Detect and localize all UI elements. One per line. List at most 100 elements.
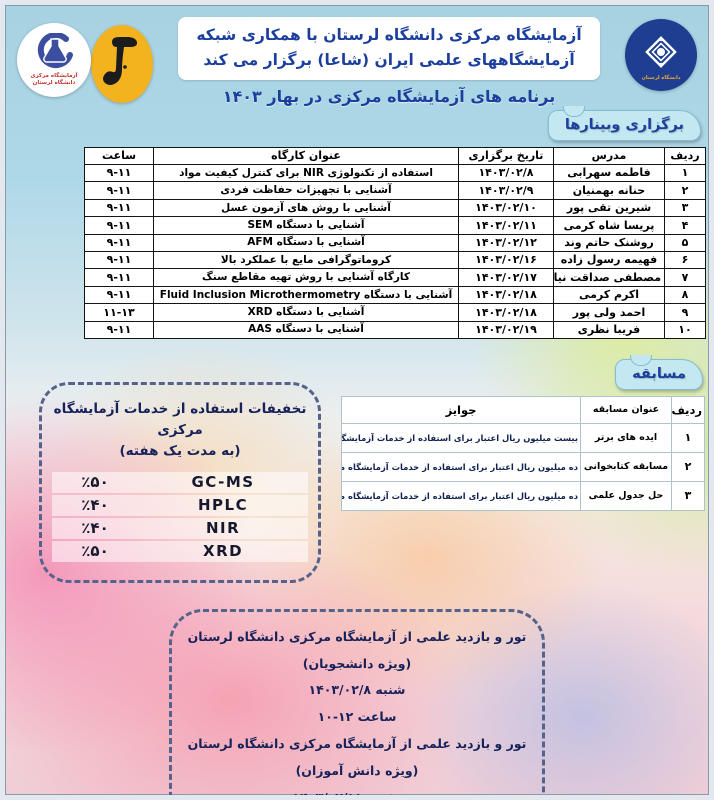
competition-table: ردیف عنوان مسابقه جوایز ۱ ایده های برتر بی… xyxy=(341,395,705,511)
webinars-table-body: ۱ فاطمه سهرابی ۱۴۰۳/۰۲/۸ استفاده از تکنولوژ… xyxy=(84,163,706,339)
discounts-title-line2: (به مدت یک هفته) xyxy=(119,442,241,459)
discount-service: HPLC xyxy=(197,496,249,515)
time: ۹-۱۱ xyxy=(84,163,154,183)
column-header-instructor: مدرس xyxy=(553,146,665,165)
webinar-row: ۲ حنانه بهمنیان ۱۴۰۳/۰۲/۹ آشنایی با تجهیزات… xyxy=(84,181,706,200)
webinar-row: ۷ مصطفی صداقت نیا ۱۴۰۳/۰۲/۱۷ کارگاه آشنایی … xyxy=(84,268,706,287)
university-logo-caption: دانشگاه لرستان xyxy=(641,74,681,81)
discount-percent: ٪۵۰ xyxy=(81,473,109,492)
instructor: مصطفی صداقت نیا xyxy=(553,268,665,287)
column-header-date: تاریخ برگزاری xyxy=(458,146,554,165)
date: ۱۴۰۳/۰۲/۱۸ xyxy=(458,303,554,322)
discount-service: GC-MS xyxy=(191,473,255,492)
discount-service: XRD xyxy=(203,542,244,561)
header: دانشگاه لرستان آزمایشگاه مرکزی دانشگاه ل… xyxy=(5,5,709,106)
webinars-header-row: ردیف مدرس تاریخ برگزاری عنوان کارگاه ساع… xyxy=(84,146,706,165)
date: ۱۴۰۳/۰۲/۱۰ xyxy=(458,198,554,218)
middle-band: مسابقه ردیف عنوان مسابقه جوایز ۱ ایده های… xyxy=(5,354,709,583)
instructor: روشنک حاتم وند xyxy=(553,233,665,252)
workshop-title: آشنایی با روش های آزمون عسل xyxy=(153,198,459,218)
column-header-row-number: ردیف xyxy=(671,395,705,424)
competition-prize: ده میلیون ریال اعتبار برای استفاده از خد… xyxy=(341,451,581,482)
webinar-row: ۸ اکرم کرمی ۱۴۰۳/۰۲/۱۸ آشنایی با دستگاه Flu… xyxy=(84,285,706,305)
time: ۱۱-۱۳ xyxy=(84,303,154,322)
time: ۹-۱۱ xyxy=(84,198,154,218)
discount-rows: ٪۵۰ GC-MS ٪۴۰ HPLC ٪۴۰ NIR ٪۵۰ XRD xyxy=(52,471,309,562)
column-header-competition-title: عنوان مسابقه xyxy=(580,395,672,424)
discount-row: ٪۴۰ NIR xyxy=(52,517,309,539)
instructor: حنانه بهمنیان xyxy=(553,181,665,200)
workshop-title: کارگاه آشنایی با روش تهیه مقاطع سنگ xyxy=(153,268,459,287)
row-number: ۹ xyxy=(664,303,706,322)
webinar-row: ۹ احمد ولی پور ۱۴۰۳/۰۲/۱۸ آشنایی با دستگاه … xyxy=(84,303,706,322)
instructor: فاطمه سهرابی xyxy=(553,163,665,183)
discount-service: NIR xyxy=(205,519,241,538)
flask-icon xyxy=(37,32,73,68)
competition-table-body: ۱ ایده های برتر بیست میلیون ریال اعتبار بر… xyxy=(341,422,705,511)
date: ۱۴۰۳/۰۲/۱۲ xyxy=(458,233,554,252)
webinars-table-header: ردیف مدرس تاریخ برگزاری عنوان کارگاه ساع… xyxy=(84,146,706,165)
competition-table-header: ردیف عنوان مسابقه جوایز xyxy=(341,395,705,424)
shaa-logo xyxy=(91,25,153,103)
date: ۱۴۰۳/۰۲/۱۶ xyxy=(458,250,554,270)
row-number: ۳ xyxy=(671,480,705,511)
webinars-section-label: برگزاری وبینارها xyxy=(547,105,701,141)
central-lab-logo: آزمایشگاه مرکزی دانشگاه لرستان xyxy=(17,23,91,97)
competition-row: ۲ مسابقه کتابخوانی ده میلیون ریال اعتبار ب… xyxy=(341,451,705,482)
poster-title-line1: آزمایشگاه مرکزی دانشگاه لرستان با همکاری… xyxy=(196,26,582,44)
competition-prize: بیست میلیون ریال اعتبار برای استفاده از … xyxy=(341,422,581,453)
time: ۹-۱۱ xyxy=(84,216,154,235)
discounts-title: تخفیفات استفاده از خدمات آزمایشگاه مرکزی… xyxy=(52,399,308,462)
tour-line: تور و بازدید علمی از آزمایشگاه مرکزی دان… xyxy=(187,736,527,779)
time: ۹-۱۱ xyxy=(84,233,154,252)
discount-row: ٪۵۰ GC-MS xyxy=(52,471,309,493)
column-header-prizes: جوایز xyxy=(341,395,581,424)
webinars-table: ردیف مدرس تاریخ برگزاری عنوان کارگاه ساع… xyxy=(84,146,706,339)
row-number: ۴ xyxy=(664,216,706,235)
time: ۹-۱۱ xyxy=(84,320,154,339)
discount-percent: ٪۴۰ xyxy=(81,496,109,515)
tour-line: تور و بازدید علمی از آزمایشگاه مرکزی دان… xyxy=(187,628,527,671)
competition-prize: ده میلیون ریال اعتبار برای استفاده از خد… xyxy=(341,480,581,511)
competition-row: ۱ ایده های برتر بیست میلیون ریال اعتبار بر… xyxy=(341,422,705,453)
webinar-row: ۴ پریسا شاه کرمی ۱۴۰۳/۰۲/۱۱ آشنایی با دستگا… xyxy=(84,216,706,235)
discount-row: ٪۵۰ XRD xyxy=(52,540,309,562)
workshop-title: کروماتوگرافی مایع با عملکرد بالا xyxy=(153,250,459,270)
row-number: ۲ xyxy=(664,181,706,200)
column-header-time: ساعت xyxy=(84,146,154,165)
university-logo: دانشگاه لرستان xyxy=(625,19,697,91)
date: ۱۴۰۳/۰۲/۱۹ xyxy=(458,320,554,339)
date: ۱۴۰۳/۰۲/۱۱ xyxy=(458,216,554,235)
date: ۱۴۰۳/۰۲/۱۷ xyxy=(458,268,554,287)
workshop-title: آشنایی با دستگاه XRD xyxy=(153,303,459,322)
webinar-row: ۵ روشنک حاتم وند ۱۴۰۳/۰۲/۱۲ آشنایی با دستگا… xyxy=(84,233,706,252)
workshop-title: آشنایی با دستگاه SEM xyxy=(153,216,459,235)
instructor: اکرم کرمی xyxy=(553,285,665,305)
column-header-row-number: ردیف xyxy=(664,146,706,165)
poster-title-line2: آزمایشگاههای علمی ایران (شاعا) برگزار می… xyxy=(203,50,575,69)
date: ۱۴۰۳/۰۲/۱۸ xyxy=(458,285,554,305)
lab-logo-caption-line1: آزمایشگاه مرکزی xyxy=(30,72,78,79)
poster-subtitle: برنامه های آزمایشگاه مرکزی در بهار ۱۴۰۳ xyxy=(222,86,556,106)
instructor: فریبا نظری xyxy=(553,320,665,339)
poster-title: آزمایشگاه مرکزی دانشگاه لرستان با همکاری… xyxy=(178,17,600,80)
row-number: ۷ xyxy=(664,268,706,287)
tour-line: ساعت ۱۲-۱۰ xyxy=(317,709,397,725)
row-number: ۱۰ xyxy=(664,320,706,339)
title-block: آزمایشگاه مرکزی دانشگاه لرستان با همکاری… xyxy=(153,17,625,106)
row-number: ۱ xyxy=(664,163,706,183)
instructor: پریسا شاه کرمی xyxy=(553,216,665,235)
workshop-title: آشنایی با دستگاه Fluid Inclusion Microth… xyxy=(153,285,459,305)
middle-columns: ردیف عنوان مسابقه جوایز ۱ ایده های برتر بی… xyxy=(5,381,709,583)
workshop-title: آشنایی با دستگاه AFM xyxy=(153,233,459,252)
row-number: ۲ xyxy=(671,451,705,482)
time: ۹-۱۱ xyxy=(84,268,154,287)
instructor: شیرین تقی پور xyxy=(553,198,665,218)
row-number: ۸ xyxy=(664,285,706,305)
competition-title: ایده های برتر xyxy=(580,422,672,453)
date: ۱۴۰۳/۰۲/۹ xyxy=(458,181,554,200)
discount-row: ٪۴۰ HPLC xyxy=(52,494,309,516)
time: ۹-۱۱ xyxy=(84,181,154,200)
row-number: ۱ xyxy=(671,422,705,453)
